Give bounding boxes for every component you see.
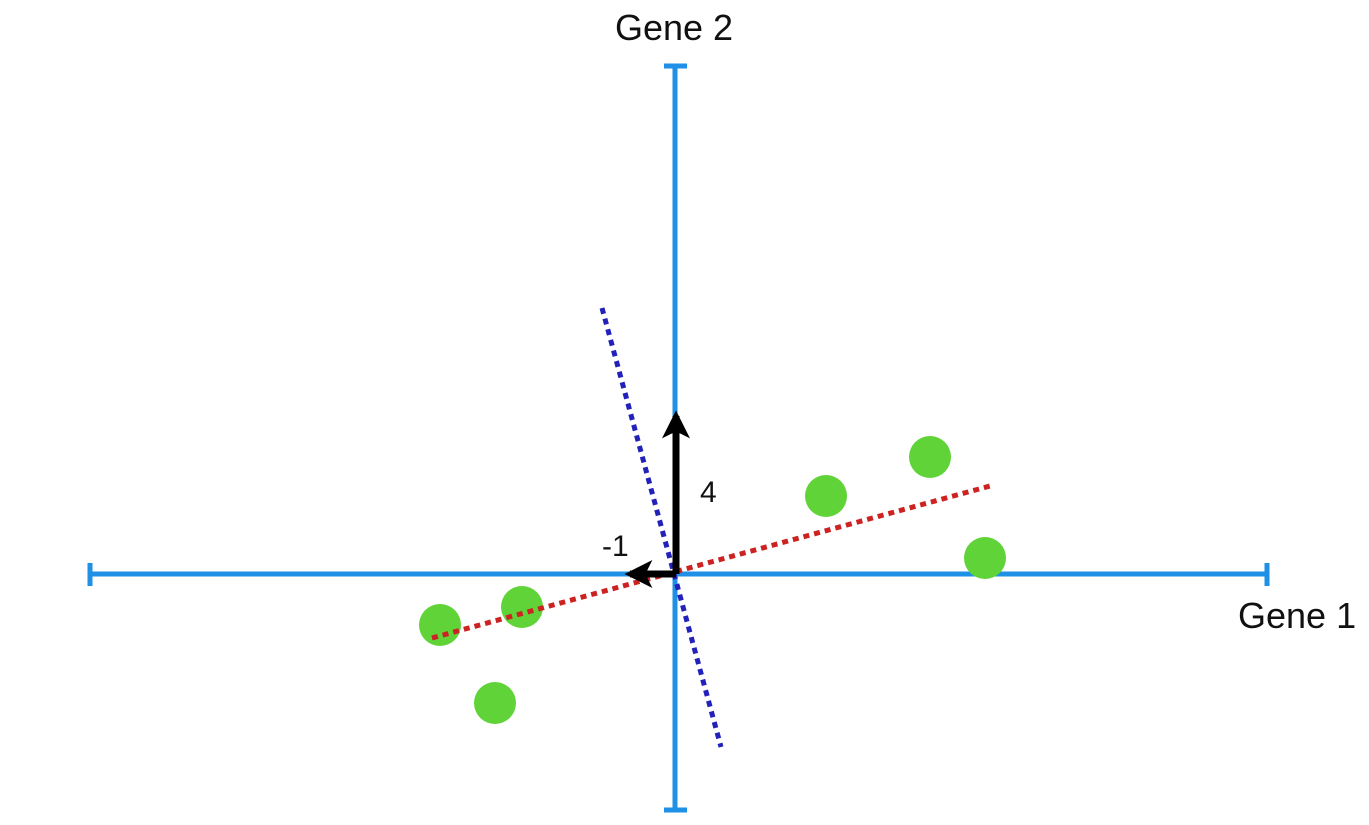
y-axis-label: Gene 2	[615, 7, 733, 48]
data-point	[805, 475, 847, 517]
vector-y-label: 4	[700, 476, 717, 509]
data-point	[909, 436, 951, 478]
x-axis-label: Gene 1	[1238, 595, 1356, 636]
data-point	[419, 604, 461, 646]
vector-x-label: -1	[602, 530, 629, 563]
pc1-dotted-line	[431, 483, 991, 641]
data-point	[964, 537, 1006, 579]
data-point	[501, 586, 543, 628]
data-point	[474, 682, 516, 724]
data-points	[419, 436, 1006, 724]
pc2-dotted-line	[599, 307, 724, 748]
